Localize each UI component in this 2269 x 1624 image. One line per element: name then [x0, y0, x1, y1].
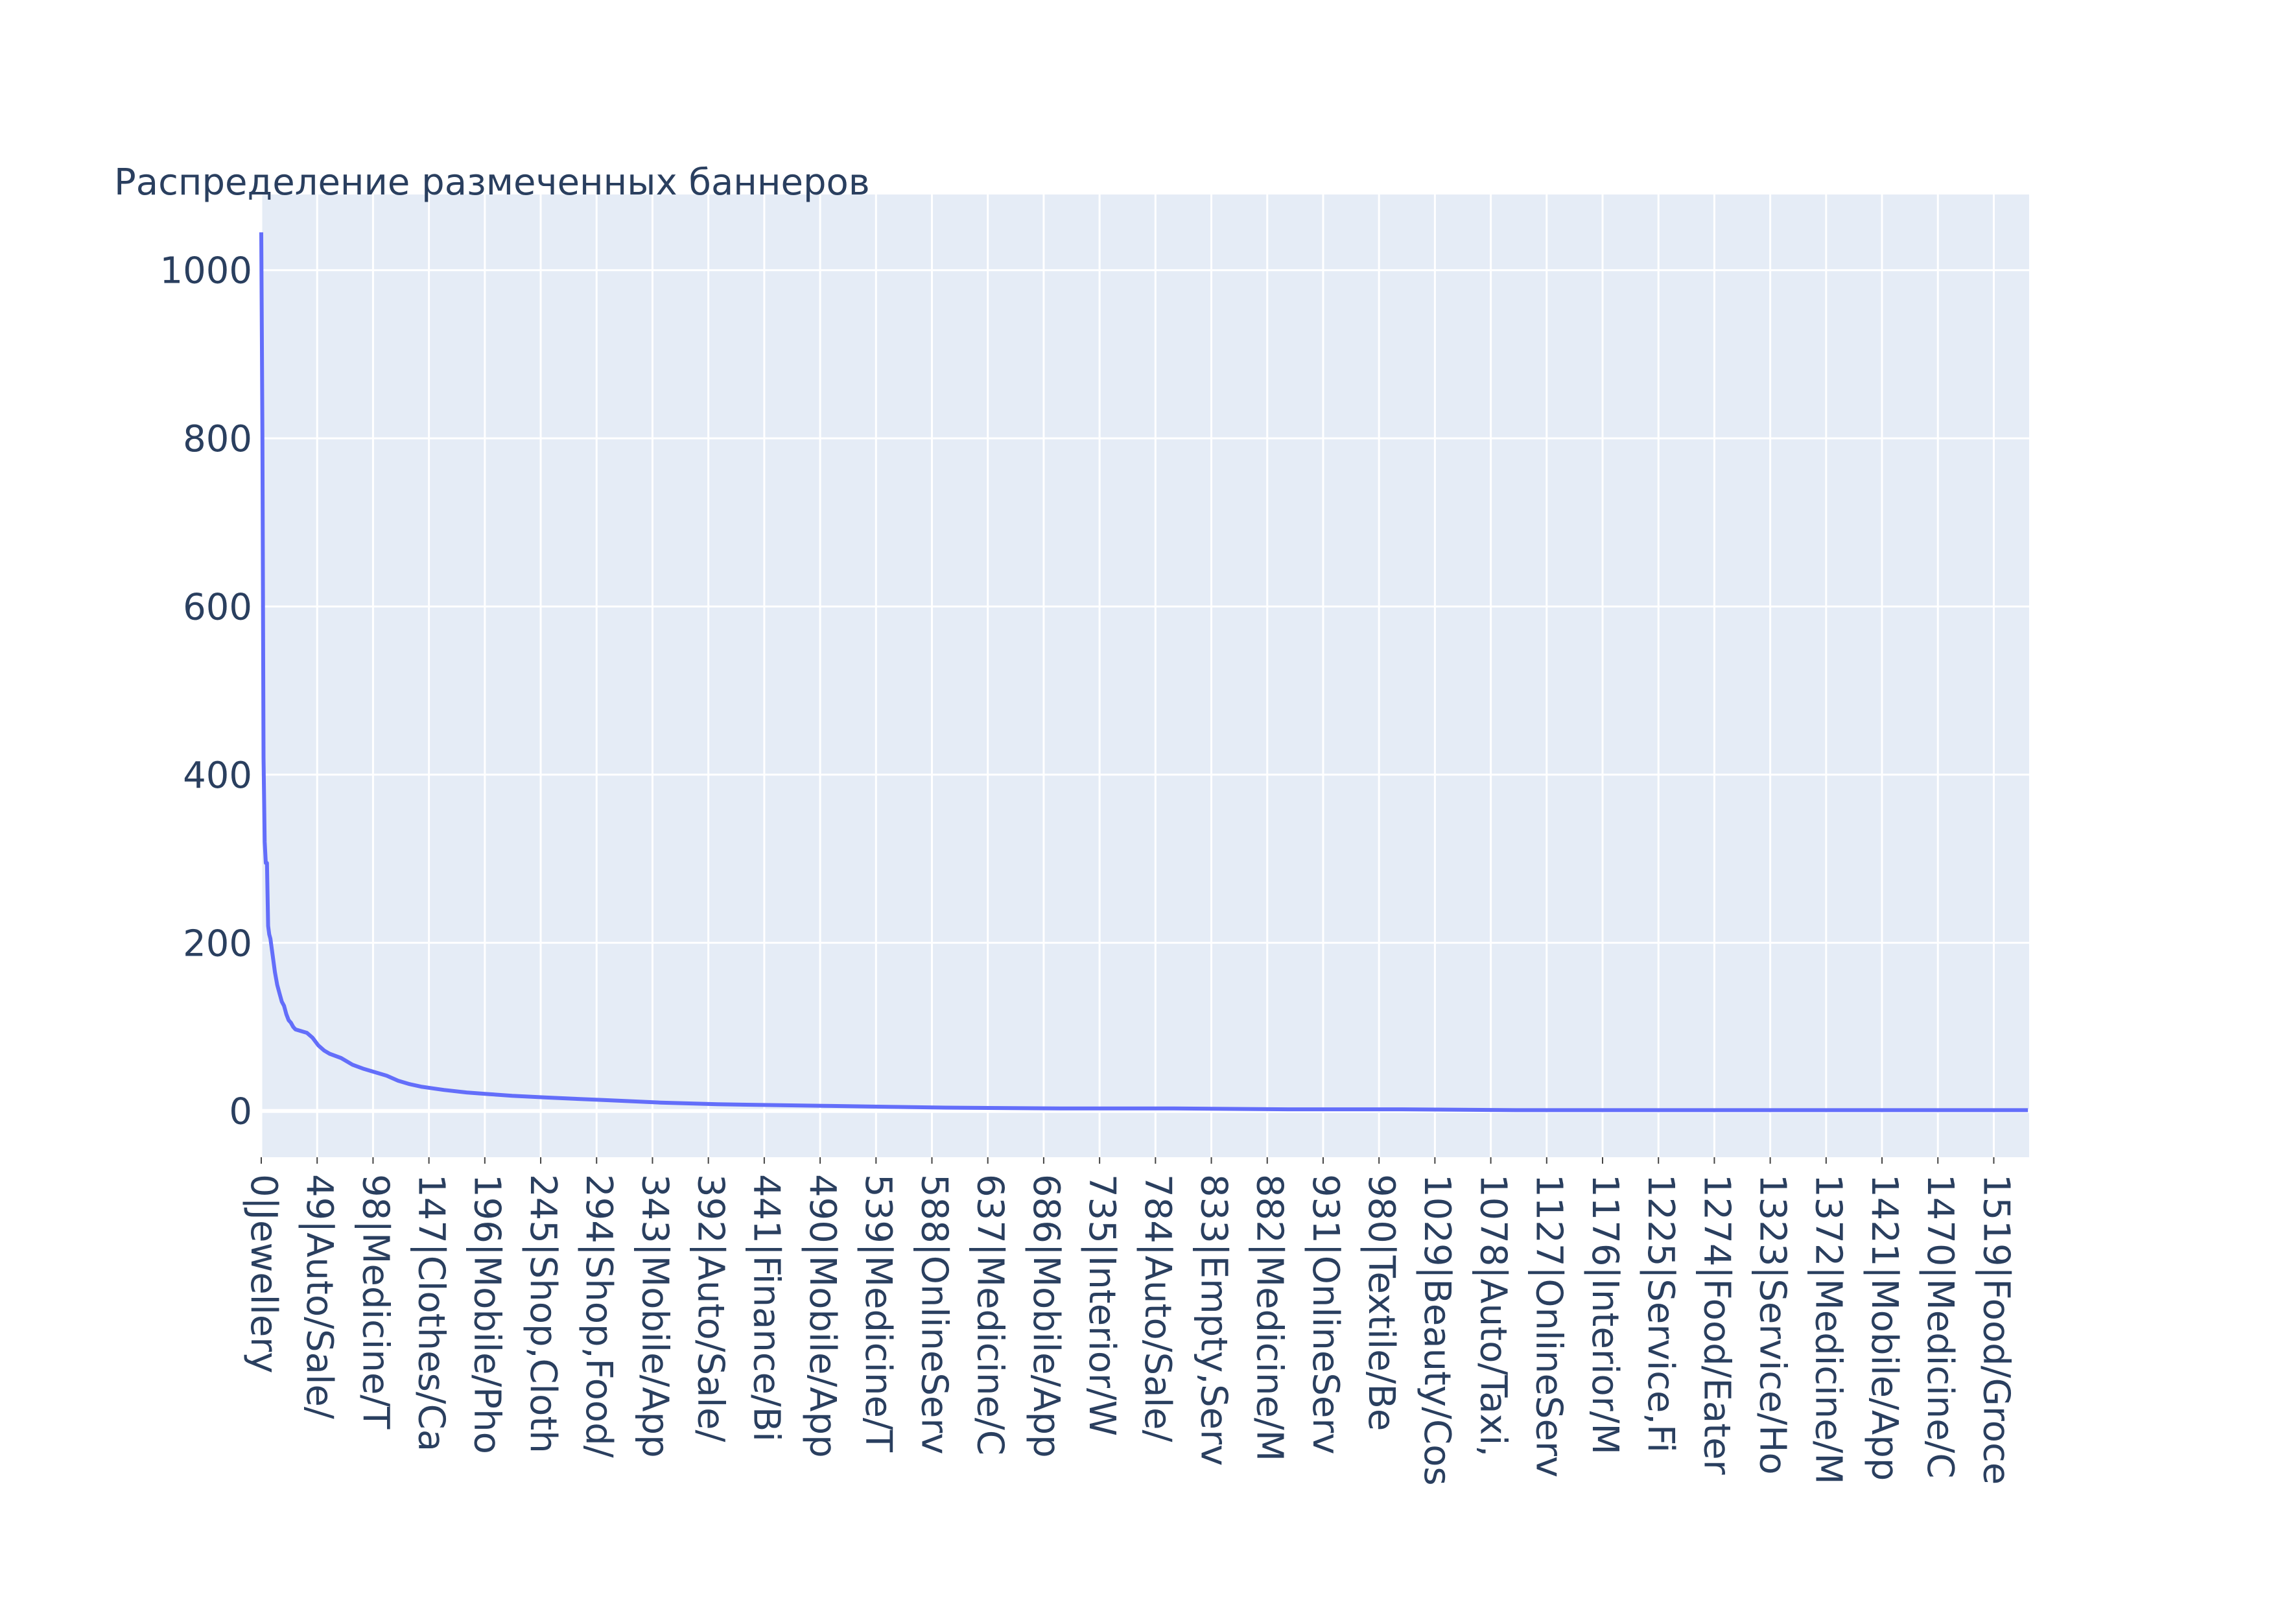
x-tick-label: 1274|Food/Eater: [1695, 1174, 1737, 1476]
x-tick-label: 0|Jewellery: [242, 1174, 285, 1373]
x-tick-label: 1323|Service/Ho: [1751, 1174, 1793, 1475]
x-tick-label: 147|Clothes/Ca: [410, 1174, 452, 1452]
x-tick-label: 637|Medicine/C: [969, 1174, 1011, 1455]
x-tick-label: 784|Auto/Sale/: [1136, 1174, 1179, 1442]
y-tick-label: 600: [183, 587, 252, 629]
x-tick-label: 49|Auto/Sale/: [298, 1174, 340, 1419]
axis-layer: 0 200 400 600 800 1000 0|Jewellery 49|Auto/Sale…: [159, 250, 2017, 1486]
x-tick-label: 1127|OnlineServ: [1528, 1174, 1570, 1477]
x-tick-label: 1519|Food/Groce: [1975, 1174, 2017, 1485]
y-tick-label: 0: [229, 1091, 252, 1133]
plot-background: [261, 194, 2029, 1157]
x-tick-label: 588|OnlineServ: [913, 1174, 955, 1455]
x-tick-label: 1421|Mobile/App: [1863, 1174, 1905, 1481]
series-layer: [259, 232, 2028, 1112]
x-tick-label: 1470|Medicine/C: [1919, 1174, 1961, 1479]
x-tick-label: 490|Mobile/App: [801, 1174, 843, 1458]
x-tick-label: 882|Medicine/M: [1249, 1174, 1291, 1461]
x-tick-label: 686|Mobile/App: [1025, 1174, 1067, 1458]
x-tick-label: 392|Auto/Sale/: [690, 1174, 732, 1442]
y-tick-label: 1000: [159, 250, 252, 292]
x-tick-label: 539|Medicine/T: [857, 1174, 899, 1453]
x-tick-label: 931|OnlineServ: [1304, 1174, 1346, 1455]
x-tick-label: 1225|Service,Fi: [1640, 1174, 1682, 1453]
series-line: [259, 232, 2028, 1112]
x-tick-label: 1372|Medicine/M: [1807, 1174, 1850, 1485]
y-tick-label: 800: [183, 418, 252, 460]
x-tick-label: 196|Mobile/Pho: [466, 1174, 508, 1454]
x-tick-label: 1029|Beauty/Cos: [1416, 1174, 1458, 1486]
x-tick-label: 1078|Auto/Taxi,: [1472, 1174, 1514, 1457]
x-tick-label: 98|Medicine/T: [354, 1174, 396, 1430]
x-tick-label: 245|Shop,Cloth: [522, 1174, 564, 1453]
x-tick-label: 441|Finance/Bi: [746, 1174, 788, 1442]
x-tick-label: 833|Empty,Serv: [1192, 1174, 1234, 1466]
x-tick-label: 980|Textile/Be: [1360, 1174, 1402, 1431]
x-tick-label: 735|Interior/W: [1081, 1174, 1123, 1436]
y-tick-label: 200: [183, 923, 252, 965]
x-tick-label: 294|Shop,Food/: [578, 1174, 620, 1458]
chart-title: Распределение размеченных баннеров: [114, 161, 870, 204]
grid-layer: [260, 194, 2029, 1157]
x-tick-label: 343|Mobile/App: [633, 1174, 676, 1458]
y-tick-label: 400: [183, 755, 252, 797]
x-tick-label: 1176|Interior/M: [1584, 1174, 1626, 1455]
